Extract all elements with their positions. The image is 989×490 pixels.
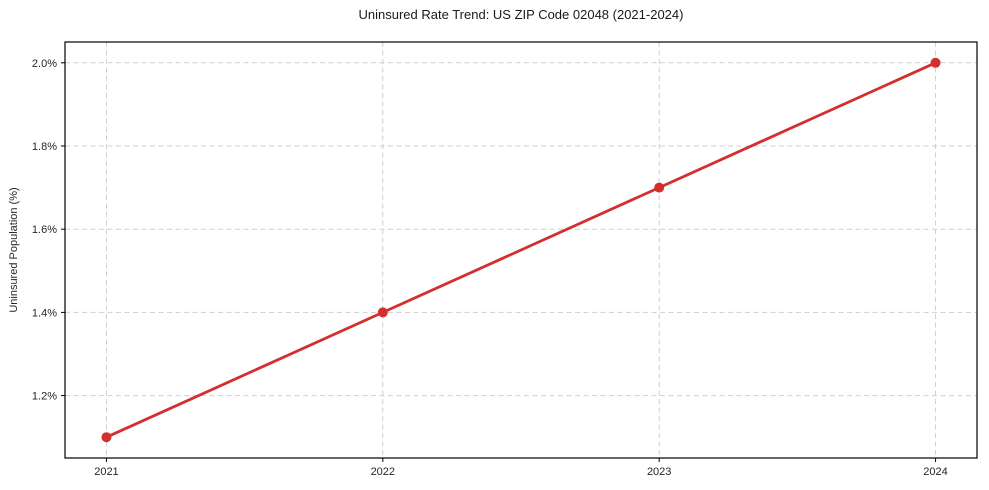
y-tick-label: 1.6% [32, 224, 57, 236]
x-tick-label: 2022 [371, 466, 395, 478]
x-tick-label: 2024 [923, 466, 947, 478]
x-tick-label: 2023 [647, 466, 671, 478]
y-tick-label: 2.0% [32, 58, 57, 70]
data-point [377, 307, 388, 318]
data-point [930, 57, 941, 68]
chart-title: Uninsured Rate Trend: US ZIP Code 02048 … [358, 7, 684, 22]
x-tick-label: 2021 [94, 466, 118, 478]
data-point [654, 182, 665, 193]
trend-line [105, 61, 937, 439]
data-point [101, 432, 112, 443]
y-tick-label: 1.4% [32, 307, 57, 319]
y-tick-label: 1.2% [32, 391, 57, 403]
plot-border [64, 41, 978, 459]
y-tick-label: 1.8% [32, 141, 57, 153]
